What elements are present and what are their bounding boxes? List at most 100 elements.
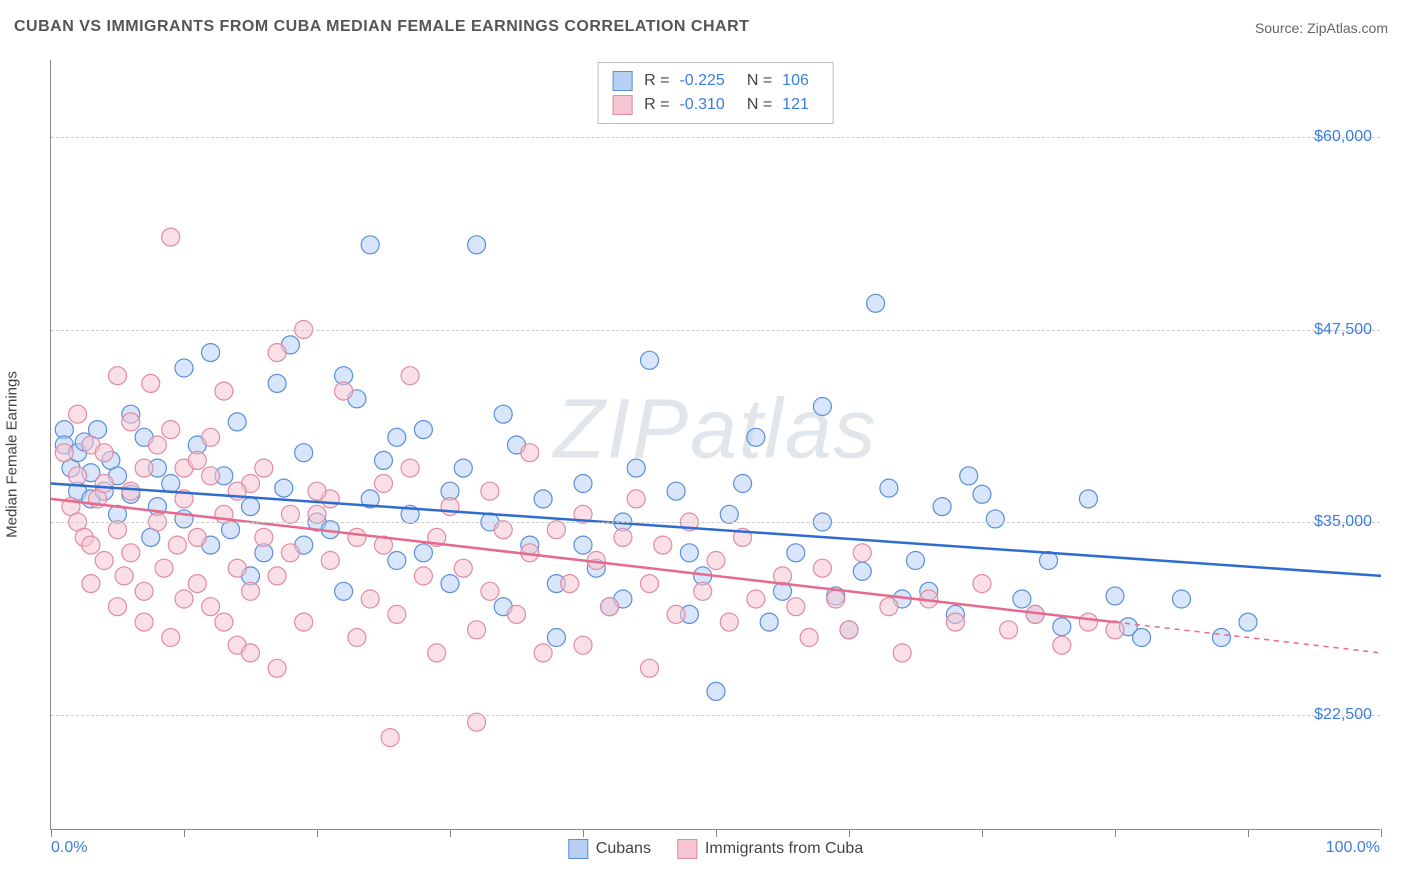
scatter-point [142,374,160,392]
scatter-point [401,459,419,477]
scatter-point [308,482,326,500]
stats-row-1: R = -0.310 N = 121 [612,93,819,117]
scatter-point [428,644,446,662]
y-tick-label: $35,000 [1314,513,1372,531]
scatter-point [454,559,472,577]
legend-item-0: Cubans [568,839,651,859]
scatter-point [973,485,991,503]
scatter-point [627,490,645,508]
scatter-point [747,428,765,446]
scatter-point [122,482,140,500]
scatter-point [414,421,432,439]
scatter-point [82,575,100,593]
scatter-point [907,552,925,570]
scatter-point [853,562,871,580]
scatter-point [1013,590,1031,608]
x-tick [982,829,983,837]
scatter-point [361,590,379,608]
scatter-point [348,629,366,647]
scatter-point [388,552,406,570]
scatter-point [827,590,845,608]
scatter-point [1173,590,1191,608]
scatter-point [1106,621,1124,639]
scatter-point [321,552,339,570]
scatter-point [734,475,752,493]
scatter-point [547,521,565,539]
scatter-point [946,613,964,631]
scatter-point [375,475,393,493]
scatter-point [667,605,685,623]
scatter-point [82,536,100,554]
scatter-point [95,475,113,493]
scatter-point [441,575,459,593]
scatter-point [95,444,113,462]
scatter-point [813,398,831,416]
scatter-point [481,582,499,600]
x-label-min: 0.0% [51,839,87,857]
scatter-point [135,582,153,600]
scatter-point [880,479,898,497]
scatter-point [468,713,486,731]
scatter-point [1239,613,1257,631]
legend-label-1: Immigrants from Cuba [705,840,863,858]
scatter-point [574,636,592,654]
stats-r-label-0: R = [644,69,669,93]
scatter-point [295,613,313,631]
scatter-point [255,459,273,477]
scatter-point [601,598,619,616]
x-tick [1115,829,1116,837]
scatter-point [867,294,885,312]
x-tick [184,829,185,837]
scatter-point [680,544,698,562]
y-axis-title: Median Female Earnings [4,371,21,538]
scatter-point [255,528,273,546]
scatter-point [115,567,133,585]
scatter-point [162,475,180,493]
scatter-point [281,544,299,562]
scatter-point [720,505,738,523]
swatch-series-1 [612,95,632,115]
scatter-point [508,605,526,623]
stats-r-label-1: R = [644,93,669,117]
scatter-point [694,582,712,600]
scatter-point [268,344,286,362]
scatter-point [1053,636,1071,654]
scatter-point [534,644,552,662]
scatter-point [155,559,173,577]
stats-n-label-1: N = [747,93,772,117]
x-tick [317,829,318,837]
scatter-point [614,528,632,546]
scatter-point [787,544,805,562]
scatter-point [880,598,898,616]
scatter-point [853,544,871,562]
gridline [51,522,1380,523]
x-tick [1381,829,1382,837]
scatter-point [561,575,579,593]
x-tick [1248,829,1249,837]
scatter-point [69,467,87,485]
legend-item-1: Immigrants from Cuba [677,839,863,859]
scatter-point [69,405,87,423]
scatter-point [295,444,313,462]
x-label-max: 100.0% [1326,839,1380,857]
scatter-point [109,367,127,385]
scatter-point [574,536,592,554]
swatch-series-0 [612,71,632,91]
scatter-point [162,421,180,439]
scatter-point [109,521,127,539]
scatter-point [654,536,672,554]
scatter-point [122,544,140,562]
scatter-point [747,590,765,608]
scatter-point [202,344,220,362]
scatter-point [168,536,186,554]
chart-title: CUBAN VS IMMIGRANTS FROM CUBA MEDIAN FEM… [14,18,749,36]
scatter-point [840,621,858,639]
scatter-point [1106,587,1124,605]
scatter-point [667,482,685,500]
scatter-point [135,613,153,631]
scatter-point [414,567,432,585]
stats-r-val-0: -0.225 [679,69,724,93]
scatter-point [335,582,353,600]
scatter-point [202,467,220,485]
stats-row-0: R = -0.225 N = 106 [612,69,819,93]
